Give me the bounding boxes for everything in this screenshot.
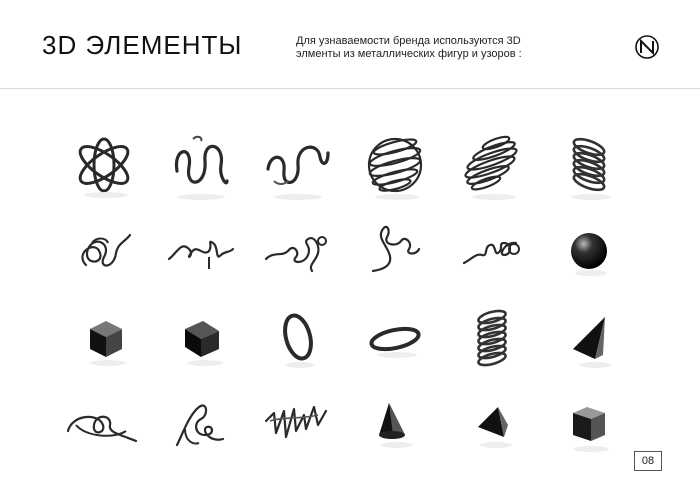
element-cell: [152, 208, 249, 294]
element-cell: [249, 208, 346, 294]
chrome-sphere-icon: [570, 233, 607, 276]
scribble-wire-icon: [371, 225, 420, 273]
scribble-loop-icon: [66, 415, 137, 443]
wire-spiral-icon: [463, 135, 518, 200]
wire-sphere-icon: [367, 137, 422, 200]
scribble-wire-icon: [462, 241, 520, 265]
chrome-cube-icon: [572, 407, 609, 452]
element-cell: [346, 122, 443, 208]
chrome-pyramid-icon: [477, 407, 512, 448]
chrome-cube-icon: [89, 321, 126, 366]
chrome-cone-icon: [572, 317, 611, 368]
element-cell: [249, 122, 346, 208]
scribble-wire-icon: [167, 240, 234, 269]
chrome-ring-icon: [282, 313, 314, 368]
element-cell: [55, 208, 152, 294]
element-cell: [443, 294, 540, 380]
brand-logo-icon: [635, 35, 659, 59]
element-cell: [249, 380, 346, 466]
element-cell: [55, 294, 152, 380]
metal-spring-icon: [476, 309, 507, 367]
element-cell: [55, 380, 152, 466]
element-cell: [152, 380, 249, 466]
element-cell: [540, 294, 637, 380]
scribble-loop-icon: [175, 404, 224, 447]
element-cell: [443, 208, 540, 294]
page-number: 08: [634, 451, 662, 471]
scribble-coil-icon: [80, 233, 131, 267]
description-line-1: Для узнаваемости бренда используются 3D: [296, 35, 521, 47]
flat-ring-icon: [368, 326, 421, 358]
element-cell: [540, 380, 637, 466]
element-cell: [540, 208, 637, 294]
metal-spring-icon: [570, 137, 611, 200]
zigzag-coil-icon: [174, 135, 229, 200]
elements-grid: [55, 122, 637, 466]
element-cell: [540, 122, 637, 208]
element-cell: [443, 380, 540, 466]
description-line-2: элменты из металлических фигур и узоров …: [296, 48, 522, 60]
atom-icon: [78, 137, 129, 198]
spring-wave-icon: [265, 145, 330, 200]
chrome-cone-icon: [378, 403, 413, 448]
element-cell: [152, 122, 249, 208]
header: 3D ЭЛЕМЕНТЫ Для узнаваемости бренда испо…: [0, 0, 700, 89]
element-cell: [55, 122, 152, 208]
scribble-zigzag-icon: [264, 405, 327, 439]
page-description: Для узнаваемости бренда используются 3D …: [296, 35, 596, 61]
element-cell: [152, 294, 249, 380]
element-cell: [249, 294, 346, 380]
element-cell: [443, 122, 540, 208]
dark-cube-icon: [184, 321, 223, 366]
page-title: 3D ЭЛЕМЕНТЫ: [42, 30, 243, 60]
element-cell: [346, 294, 443, 380]
scribble-wire-icon: [264, 236, 327, 273]
element-cell: [346, 380, 443, 466]
element-cell: [346, 208, 443, 294]
